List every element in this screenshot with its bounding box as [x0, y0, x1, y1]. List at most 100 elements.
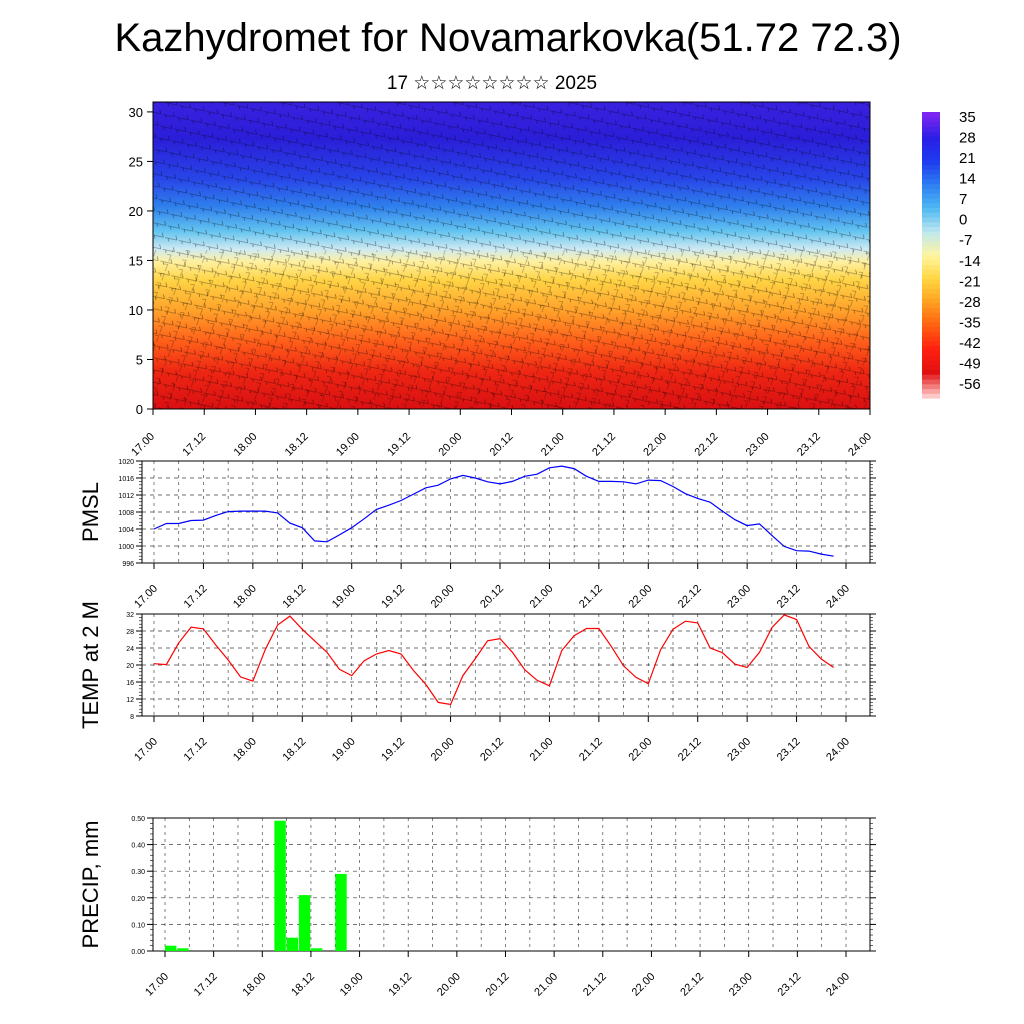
- colorbar-swatch: [922, 169, 940, 175]
- precip-bar: [298, 895, 311, 951]
- y-tick-label: 30: [129, 105, 143, 120]
- colorbar-swatch: [922, 340, 940, 347]
- colorbar-label: 7: [959, 191, 967, 208]
- cross-section-panel: 0 5 10 15 20 25 30 17.00 17.12 18.00 18.12 19.00 19…: [129, 101, 874, 459]
- y-tick-label: 28: [126, 629, 134, 636]
- plot-frame: [152, 817, 871, 952]
- colorbar-swatch: [922, 364, 940, 370]
- x-tick-label: 22.00: [626, 583, 654, 611]
- colorbar-swatch: [922, 145, 940, 151]
- colorbar-label: -49: [959, 355, 981, 372]
- x-tick-label: 18.12: [280, 736, 308, 764]
- colorbar-swatch: [922, 269, 940, 275]
- colorbar-swatch: [922, 388, 940, 394]
- x-tick-label: 21.00: [532, 971, 560, 999]
- y-tick-label: 1012: [118, 493, 134, 500]
- precip-bar: [286, 937, 298, 951]
- x-tick-label: 18.00: [240, 971, 268, 999]
- x-tick-label: 22.12: [676, 736, 704, 764]
- y-tick-label: 15: [129, 253, 143, 268]
- x-tick-label: 19.12: [385, 431, 413, 459]
- x-tick-label: 19.12: [386, 971, 414, 999]
- colorbar-swatch: [922, 121, 940, 127]
- x-tick-label: 19.00: [330, 583, 358, 611]
- colorbar-swatch: [922, 231, 940, 237]
- x-tick-label: 20.00: [429, 583, 457, 611]
- y-tick-label: 10: [129, 303, 143, 318]
- x-tick-label: 17.00: [143, 971, 171, 999]
- colorbar-swatch: [922, 154, 940, 161]
- colorbar-swatch: [922, 173, 940, 180]
- colorbar-swatch: [922, 212, 940, 218]
- colorbar-swatch: [922, 235, 940, 242]
- x-tick-label: 22.00: [630, 971, 658, 999]
- y-tick-label: 25: [129, 154, 143, 169]
- y-tick-label: 0.10: [131, 922, 145, 929]
- colorbar-label: 35: [959, 109, 976, 126]
- precip-panel: 0.00 0.10 0.20 0.30 0.40 0.50 17.00 17.12 18.00 1…: [78, 816, 876, 999]
- colorbar-swatch: [922, 150, 940, 156]
- colorbar-swatch: [922, 259, 940, 266]
- colorbar-swatch: [922, 135, 940, 142]
- x-tick-label: 18.12: [289, 971, 317, 999]
- x-tick-label: 20.12: [488, 431, 516, 459]
- x-tick-label: 23.12: [775, 583, 803, 611]
- x-tick-label: 21.12: [577, 583, 605, 611]
- colorbar-swatch: [922, 378, 940, 385]
- pmsl-series-line: [153, 465, 834, 557]
- y-tick-label: 24: [126, 646, 134, 653]
- colorbar-swatch: [922, 216, 940, 223]
- y-axis-title: PRECIP, mm: [78, 821, 103, 949]
- x-tick-label: 18.00: [232, 431, 260, 459]
- y-tick-label: 8: [130, 714, 134, 721]
- y-tick-label: 20: [126, 663, 134, 670]
- x-tick-label: 19.00: [334, 431, 362, 459]
- x-tick-label: 21.12: [577, 736, 605, 764]
- x-tick-label: 21.00: [539, 431, 567, 459]
- x-tick-label: 23.00: [744, 431, 772, 459]
- x-tick-label: 21.00: [528, 736, 556, 764]
- x-tick-label: 19.00: [330, 736, 358, 764]
- x-tick-label: 18.12: [280, 583, 308, 611]
- colorbar-label: -14: [959, 253, 981, 270]
- x-tick-label: 20.00: [435, 971, 463, 999]
- colorbar-swatch: [922, 226, 940, 232]
- colorbar-swatch: [922, 140, 940, 146]
- x-tick-label: 17.00: [132, 736, 160, 764]
- x-tick-label: 20.00: [429, 736, 457, 764]
- colorbar-swatch: [922, 245, 940, 251]
- colorbar-swatch: [922, 207, 940, 213]
- y-tick-label: 0.40: [131, 843, 145, 850]
- x-tick-label: 19.12: [379, 736, 407, 764]
- colorbar-swatch: [922, 336, 940, 342]
- x-tick-label: 24.00: [824, 736, 852, 764]
- colorbar-label: 21: [959, 150, 976, 167]
- colorbar-swatch: [922, 359, 940, 366]
- x-tick-label: 20.12: [478, 736, 506, 764]
- colorbar-swatch: [922, 316, 940, 323]
- x-tick-label: 17.12: [180, 431, 208, 459]
- x-tick-label: 17.12: [192, 971, 220, 999]
- colorbar-swatch: [922, 221, 940, 227]
- colorbar-swatch: [922, 240, 940, 247]
- x-tick-label: 22.00: [641, 431, 669, 459]
- colorbar-swatch: [922, 369, 940, 375]
- colorbar-swatch: [922, 116, 940, 123]
- x-tick-label: 21.12: [581, 971, 609, 999]
- colorbar-swatch: [922, 193, 940, 199]
- colorbar-swatch: [922, 164, 940, 170]
- colorbar-swatch: [922, 112, 940, 118]
- precip-bar: [165, 945, 177, 951]
- x-tick-label: 21.12: [590, 431, 618, 459]
- chart-subtitle: 17 ☆☆☆☆☆☆☆☆ 2025: [386, 73, 598, 94]
- colorbar-label: -21: [959, 273, 981, 290]
- y-tick-label: 1016: [118, 476, 134, 483]
- colorbar-swatch: [922, 159, 940, 166]
- x-tick-label: 17.12: [182, 583, 210, 611]
- temp-panel: 8 12 16 20 24 28 32 17.00 17.12 18.00 18.12 19.00 19…: [78, 601, 876, 764]
- colorbar-swatch: [922, 374, 940, 380]
- colorbar: 35 28 21 14 7 0 -7 -14 -21 -28 -35 -42 -49 -56: [922, 109, 981, 399]
- y-tick-label: 5: [136, 352, 143, 367]
- colorbar-swatch: [922, 350, 940, 356]
- x-tick-label: 23.12: [795, 431, 823, 459]
